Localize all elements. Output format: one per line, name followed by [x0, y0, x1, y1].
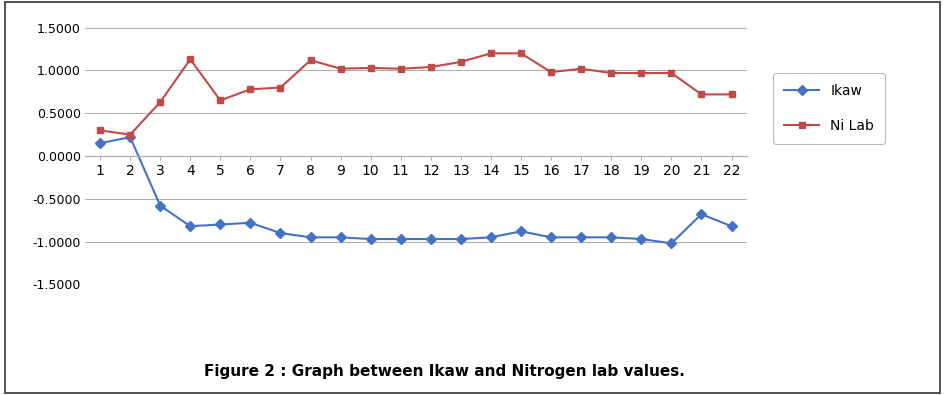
Ikaw	[575, 235, 586, 240]
Ni Lab	[545, 70, 556, 75]
Ni Lab	[725, 92, 736, 97]
Ni Lab	[695, 92, 706, 97]
Ni Lab	[665, 71, 676, 75]
Ikaw	[455, 237, 466, 241]
Ikaw	[605, 235, 616, 240]
Ikaw	[725, 224, 736, 229]
Ikaw	[184, 224, 195, 229]
Ni Lab	[485, 51, 497, 56]
Ni Lab	[94, 128, 106, 133]
Legend: Ikaw, Ni Lab: Ikaw, Ni Lab	[772, 73, 885, 144]
Ni Lab	[455, 60, 466, 64]
Ikaw	[545, 235, 556, 240]
Ikaw	[395, 237, 406, 241]
Ikaw	[334, 235, 346, 240]
Ni Lab	[605, 71, 616, 75]
Ikaw	[275, 231, 286, 235]
Ikaw	[244, 220, 256, 225]
Ni Lab	[395, 66, 406, 71]
Ni Lab	[575, 66, 586, 71]
Ni Lab	[425, 65, 436, 70]
Ni Lab	[334, 66, 346, 71]
Ikaw	[514, 229, 526, 234]
Ikaw	[155, 203, 166, 208]
Ni Lab	[635, 71, 647, 75]
Ni Lab	[244, 87, 256, 92]
Text: Figure 2 : Graph between Ikaw and Nitrogen lab values.: Figure 2 : Graph between Ikaw and Nitrog…	[204, 364, 683, 379]
Ni Lab	[155, 100, 166, 104]
Ikaw	[94, 141, 106, 145]
Ni Lab	[364, 66, 376, 70]
Line: Ni Lab: Ni Lab	[96, 50, 734, 138]
Ikaw	[485, 235, 497, 240]
Ni Lab	[214, 98, 226, 103]
Ikaw	[125, 135, 136, 139]
Ikaw	[635, 237, 647, 241]
Ikaw	[665, 241, 676, 246]
Ni Lab	[125, 132, 136, 137]
Line: Ikaw: Ikaw	[96, 134, 734, 247]
Ni Lab	[275, 85, 286, 90]
Ni Lab	[305, 58, 316, 62]
Ikaw	[425, 237, 436, 241]
Ikaw	[305, 235, 316, 240]
Ikaw	[214, 222, 226, 227]
Ikaw	[695, 212, 706, 216]
Ikaw	[364, 237, 376, 241]
Ni Lab	[184, 57, 195, 62]
Ni Lab	[514, 51, 526, 56]
